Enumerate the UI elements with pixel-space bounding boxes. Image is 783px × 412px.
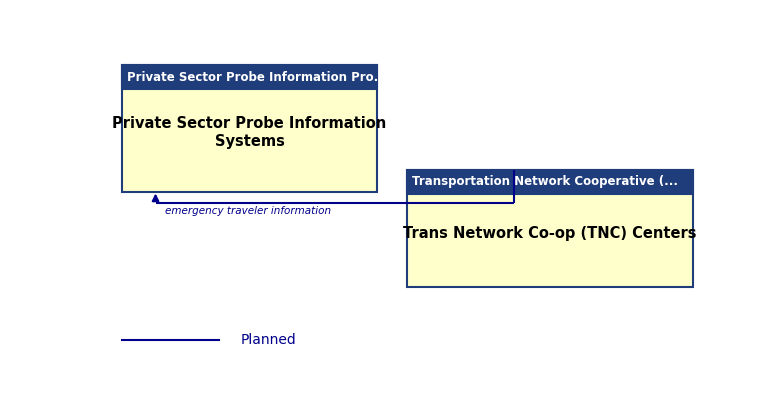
- Bar: [122, 65, 377, 89]
- Text: Private Sector Probe Information Pro...: Private Sector Probe Information Pro...: [127, 71, 388, 84]
- Text: Planned: Planned: [240, 333, 296, 347]
- Bar: [407, 170, 693, 194]
- Text: Private Sector Probe Information
Systems: Private Sector Probe Information Systems: [113, 116, 387, 149]
- Bar: [122, 65, 377, 192]
- Text: Trans Network Co-op (TNC) Centers: Trans Network Co-op (TNC) Centers: [403, 226, 697, 241]
- Bar: [407, 170, 693, 288]
- Text: Transportation Network Cooperative (...: Transportation Network Cooperative (...: [412, 176, 678, 188]
- Text: emergency traveler information: emergency traveler information: [164, 206, 330, 216]
